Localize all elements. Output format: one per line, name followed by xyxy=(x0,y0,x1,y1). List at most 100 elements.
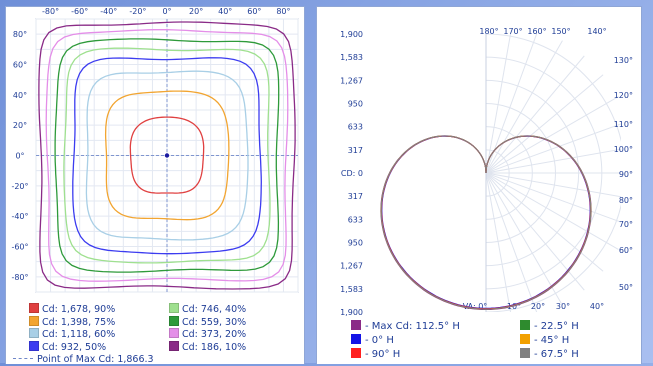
isocandela-plot: -80° -60° -40° -20° 0° 20° 40° 60° 80° 80° 60° 40° 2… xyxy=(11,7,299,293)
grid-spoke xyxy=(486,55,585,174)
grid-spoke xyxy=(486,172,604,272)
legend-item: Cd: 1,118, 60% xyxy=(29,328,115,340)
legend-label: - 45° H xyxy=(534,335,570,346)
bottom-angle-label: 10° xyxy=(507,302,521,311)
r-tick-label: 1,900 xyxy=(340,30,363,39)
grid-spoke xyxy=(486,40,563,174)
r-tick-label: 1,267 xyxy=(340,76,363,85)
right-angle-label: 130° xyxy=(614,56,633,65)
legend-item: Cd: 1,398, 75% xyxy=(29,315,115,328)
top-angle-label: 140° xyxy=(587,27,606,36)
legend-item: Cd: 373, 20% xyxy=(169,328,246,340)
r-tick-label: CD: 0 xyxy=(341,169,363,178)
polar-legend-item: - 67.5° H xyxy=(520,348,579,361)
legend-swatch xyxy=(520,334,530,344)
polar-legend-item: - 90° H xyxy=(351,348,400,361)
legend-item: Cd: 932, 50% xyxy=(29,340,106,353)
x-tick-label: 40° xyxy=(218,7,232,16)
r-tick-label: 1,267 xyxy=(340,262,363,271)
right-angle-label: 90° xyxy=(619,170,633,179)
legend-label: Cd: 373, 20% xyxy=(182,329,247,340)
contour-5 xyxy=(63,47,271,264)
y-tick-label: 20° xyxy=(13,121,27,130)
r-tick-label: 317 xyxy=(348,146,363,155)
isocandela-legend: Cd: 1,678, 90% Cd: 1,398, 75% Cd: 1,118, 6… xyxy=(11,301,297,366)
legend-label: Cd: 559, 30% xyxy=(182,316,247,328)
x-tick-label: 20° xyxy=(189,7,203,16)
x-tick-label: -60° xyxy=(71,7,88,16)
x-tick-label: 0° xyxy=(162,7,171,16)
top-angle-label: 160° xyxy=(527,27,546,36)
legend-item: Cd: 559, 30% xyxy=(169,315,247,328)
right-angle-label: 70° xyxy=(619,220,633,229)
r-tick-label: 950 xyxy=(348,100,363,109)
polar-legend-item: - 0° H xyxy=(351,334,394,347)
legend-swatch xyxy=(351,320,361,330)
contour-4 xyxy=(72,57,262,255)
legend-item: Cd: 746, 40% xyxy=(169,303,246,315)
right-angle-label: 60° xyxy=(619,246,633,255)
legend-label: Cd: 1,678, 90% xyxy=(42,304,116,315)
legend-label: - 22.5° H xyxy=(534,321,579,332)
y-tick-label: -60° xyxy=(11,243,28,252)
legend-swatch xyxy=(169,328,179,338)
legend-swatch xyxy=(29,328,39,338)
legend-swatch xyxy=(29,315,39,326)
grid-spoke xyxy=(486,34,538,174)
contour-8 xyxy=(38,21,296,290)
x-tick-label: -80° xyxy=(42,7,59,16)
grid-spoke xyxy=(486,172,619,250)
max-point-label: Point of Max Cd: 1,866.3 xyxy=(37,354,154,365)
grid-spoke xyxy=(486,123,621,174)
r-tick-label: 633 xyxy=(348,215,363,224)
x-tick-label: 60° xyxy=(247,7,261,16)
polar-legend-item: - 45° H xyxy=(520,334,569,347)
contour-2 xyxy=(104,90,230,221)
legend-label: Cd: 746, 40% xyxy=(182,304,247,315)
r-tick-label: 317 xyxy=(348,192,363,201)
legend-swatch xyxy=(351,348,361,358)
isocandela-panel: -80° -60° -40° -20° 0° 20° 40° 60° 80° 80° 60° 40° 2… xyxy=(5,6,305,366)
r-tick-label: 633 xyxy=(348,123,363,132)
y-tick-label: 60° xyxy=(13,61,27,70)
r-tick-label: 1,583 xyxy=(340,53,363,62)
y-tick-label: -40° xyxy=(11,212,28,221)
legend-swatch xyxy=(520,348,530,358)
y-tick-label: -20° xyxy=(11,182,28,191)
legend-label: - Max Cd: 112.5° H xyxy=(365,321,460,332)
grid-spoke xyxy=(486,172,563,306)
x-tick-label: -20° xyxy=(129,7,146,16)
legend-label: - 67.5° H xyxy=(534,349,579,360)
contour-6 xyxy=(54,38,280,273)
legend-item: Cd: 1,678, 90% xyxy=(29,303,115,315)
grid-spoke xyxy=(486,96,619,174)
y-tick-label: 0° xyxy=(15,152,24,161)
y-tick-label: -80° xyxy=(11,273,28,282)
x-tick-label: 80° xyxy=(276,7,290,16)
grid-spoke xyxy=(486,172,512,312)
max-point-legend: Point of Max Cd: 1,866.3 xyxy=(13,354,154,366)
polar-series-mirror-6 xyxy=(380,135,487,310)
polar-series-6 xyxy=(485,135,592,310)
grid-spoke xyxy=(486,172,538,312)
top-angle-label: 150° xyxy=(551,27,570,36)
legend-swatch xyxy=(351,334,361,344)
grid-spoke xyxy=(486,74,604,174)
legend-label: - 0° H xyxy=(365,335,394,346)
polar-grid xyxy=(486,34,621,312)
bottom-angle-label: 30° xyxy=(556,302,570,311)
grid-spoke xyxy=(486,172,621,223)
legend-swatch xyxy=(169,340,179,351)
polar-panel: 1,900 1,583 1,267 950 633 317 CD: 0 317 633 950 1,… xyxy=(316,6,642,364)
grid-spoke xyxy=(486,34,512,174)
polar-legend: - Max Cd: 112.5° H - 22.5° H - 0° H - 45° H… xyxy=(327,319,637,364)
r-tick-label: 950 xyxy=(348,239,363,248)
right-angle-label: 100° xyxy=(614,145,633,154)
legend-swatch xyxy=(169,315,179,326)
right-angle-label: 50° xyxy=(619,283,633,292)
legend-swatch xyxy=(29,303,39,313)
polar-plot: 1,900 1,583 1,267 950 633 317 CD: 0 317 633 950 1,… xyxy=(340,27,633,317)
grid-spoke xyxy=(486,148,621,174)
contour-3 xyxy=(85,70,249,241)
legend-swatch xyxy=(520,320,530,330)
